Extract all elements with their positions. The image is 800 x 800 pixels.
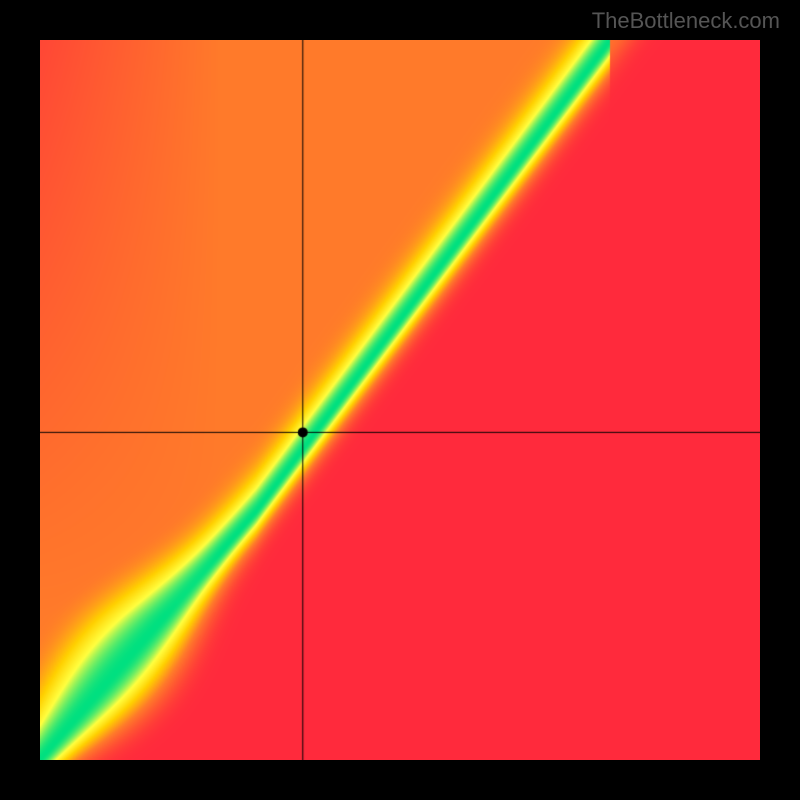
chart-container: TheBottleneck.com [0,0,800,800]
crosshair-overlay [40,40,760,760]
watermark-text: TheBottleneck.com [592,8,780,34]
plot-area [40,40,760,760]
